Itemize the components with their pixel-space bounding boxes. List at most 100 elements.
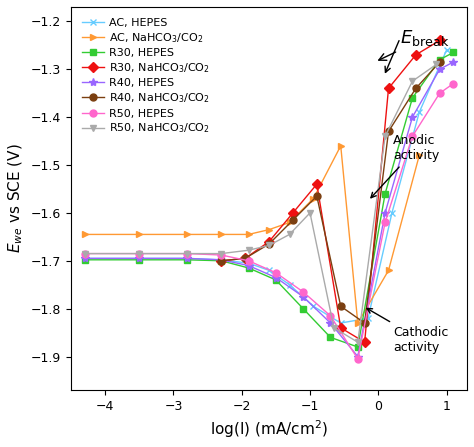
R40, HEPES <box>410 114 415 120</box>
R50, NaHCO$_3$/CO$_2$ <box>219 251 224 256</box>
R30, NaHCO$_3$/CO$_2$ <box>242 256 248 261</box>
R40, HEPES <box>137 256 142 261</box>
R30, HEPES <box>246 265 251 270</box>
AC, NaHCO$_3$/CO$_2$ <box>417 153 422 158</box>
R30, NaHCO$_3$/CO$_2$ <box>314 181 319 187</box>
R50, HEPES <box>437 90 443 96</box>
R40, NaHCO$_3$/CO$_2$ <box>266 241 272 247</box>
R50, NaHCO$_3$/CO$_2$ <box>266 243 272 248</box>
Text: Anodic
activity: Anodic activity <box>371 134 439 198</box>
AC, HEPES <box>417 110 422 115</box>
AC, HEPES <box>137 256 142 261</box>
R50, HEPES <box>82 251 88 256</box>
R50, HEPES <box>451 81 456 86</box>
Line: R40, NaHCO$_3$/CO$_2$: R40, NaHCO$_3$/CO$_2$ <box>218 59 443 326</box>
AC, HEPES <box>389 210 395 215</box>
R50, NaHCO$_3$/CO$_2$ <box>184 251 190 256</box>
AC, NaHCO$_3$/CO$_2$ <box>246 232 251 237</box>
R30, NaHCO$_3$/CO$_2$ <box>437 38 443 43</box>
R40, NaHCO$_3$/CO$_2$ <box>314 194 319 199</box>
R30, HEPES <box>137 257 142 262</box>
AC, NaHCO$_3$/CO$_2$ <box>266 227 272 232</box>
R40, HEPES <box>184 256 190 261</box>
R50, HEPES <box>246 258 251 263</box>
Line: R50, HEPES: R50, HEPES <box>81 80 457 363</box>
Line: R40, HEPES: R40, HEPES <box>81 58 457 361</box>
R50, HEPES <box>328 313 333 319</box>
R50, NaHCO$_3$/CO$_2$ <box>382 134 388 139</box>
R50, NaHCO$_3$/CO$_2$ <box>307 210 313 215</box>
R40, HEPES <box>382 210 388 215</box>
R50, NaHCO$_3$/CO$_2$ <box>410 79 415 84</box>
R30, HEPES <box>328 335 333 340</box>
R40, HEPES <box>246 263 251 268</box>
AC, HEPES <box>266 268 272 273</box>
R30, NaHCO$_3$/CO$_2$ <box>290 210 296 215</box>
AC, NaHCO$_3$/CO$_2$ <box>184 232 190 237</box>
Legend: AC, HEPES, AC, NaHCO$_3$/CO$_2$, R30, HEPES, R30, NaHCO$_3$/CO$_2$, R40, HEPES, : AC, HEPES, AC, NaHCO$_3$/CO$_2$, R30, HE… <box>77 13 215 141</box>
Line: AC, HEPES: AC, HEPES <box>81 46 450 326</box>
R40, HEPES <box>219 257 224 262</box>
R50, NaHCO$_3$/CO$_2$ <box>287 232 292 237</box>
R30, NaHCO$_3$/CO$_2$ <box>266 239 272 245</box>
R30, HEPES <box>301 306 306 312</box>
R50, HEPES <box>410 134 415 139</box>
R50, HEPES <box>273 270 279 275</box>
AC, NaHCO$_3$/CO$_2$ <box>82 232 88 237</box>
AC, HEPES <box>219 257 224 262</box>
R40, HEPES <box>301 294 306 299</box>
R30, HEPES <box>410 95 415 101</box>
AC, HEPES <box>287 282 292 287</box>
R40, NaHCO$_3$/CO$_2$ <box>362 320 367 326</box>
R50, HEPES <box>184 251 190 256</box>
AC, HEPES <box>365 316 371 321</box>
R30, HEPES <box>184 257 190 262</box>
AC, NaHCO$_3$/CO$_2$ <box>310 196 316 201</box>
AC, HEPES <box>82 256 88 261</box>
R30, HEPES <box>451 50 456 55</box>
R30, HEPES <box>355 344 361 350</box>
R50, HEPES <box>137 251 142 256</box>
X-axis label: log(I) (mA/cm$^2$): log(I) (mA/cm$^2$) <box>210 418 328 440</box>
AC, HEPES <box>310 304 316 309</box>
R40, HEPES <box>437 67 443 72</box>
R40, NaHCO$_3$/CO$_2$ <box>219 258 224 263</box>
R50, NaHCO$_3$/CO$_2$ <box>355 340 361 345</box>
R30, HEPES <box>273 277 279 283</box>
R30, HEPES <box>219 258 224 263</box>
R40, NaHCO$_3$/CO$_2$ <box>437 59 443 65</box>
AC, HEPES <box>338 320 344 326</box>
R50, HEPES <box>301 289 306 295</box>
R40, NaHCO$_3$/CO$_2$ <box>242 256 248 261</box>
R50, NaHCO$_3$/CO$_2$ <box>246 248 251 253</box>
AC, HEPES <box>246 261 251 266</box>
R40, NaHCO$_3$/CO$_2$ <box>413 86 419 91</box>
Line: R30, HEPES: R30, HEPES <box>81 49 457 350</box>
Y-axis label: $E_{we}$ vs SCE (V): $E_{we}$ vs SCE (V) <box>7 143 25 253</box>
R40, HEPES <box>328 320 333 326</box>
Line: R50, NaHCO$_3$/CO$_2$: R50, NaHCO$_3$/CO$_2$ <box>81 61 440 346</box>
AC, NaHCO$_3$/CO$_2$ <box>338 143 344 148</box>
R30, HEPES <box>82 257 88 262</box>
Line: R30, NaHCO$_3$/CO$_2$: R30, NaHCO$_3$/CO$_2$ <box>218 37 443 346</box>
R40, HEPES <box>273 275 279 280</box>
R40, NaHCO$_3$/CO$_2$ <box>386 129 392 134</box>
Text: $E_\mathrm{break}$: $E_\mathrm{break}$ <box>379 28 449 60</box>
R30, NaHCO$_3$/CO$_2$ <box>362 340 367 345</box>
Text: Cathodic
activity: Cathodic activity <box>367 308 449 354</box>
R50, HEPES <box>382 220 388 225</box>
R50, NaHCO$_3$/CO$_2$ <box>82 251 88 256</box>
R30, NaHCO$_3$/CO$_2$ <box>386 86 392 91</box>
Line: AC, NaHCO$_3$/CO$_2$: AC, NaHCO$_3$/CO$_2$ <box>81 142 423 326</box>
R30, HEPES <box>437 57 443 62</box>
R30, NaHCO$_3$/CO$_2$ <box>413 52 419 58</box>
AC, NaHCO$_3$/CO$_2$ <box>137 232 142 237</box>
AC, HEPES <box>184 256 190 261</box>
R50, NaHCO$_3$/CO$_2$ <box>434 62 439 67</box>
R50, HEPES <box>219 253 224 258</box>
R40, NaHCO$_3$/CO$_2$ <box>290 217 296 223</box>
R50, HEPES <box>355 356 361 362</box>
AC, HEPES <box>444 47 449 53</box>
AC, NaHCO$_3$/CO$_2$ <box>287 220 292 225</box>
R50, NaHCO$_3$/CO$_2$ <box>137 251 142 256</box>
